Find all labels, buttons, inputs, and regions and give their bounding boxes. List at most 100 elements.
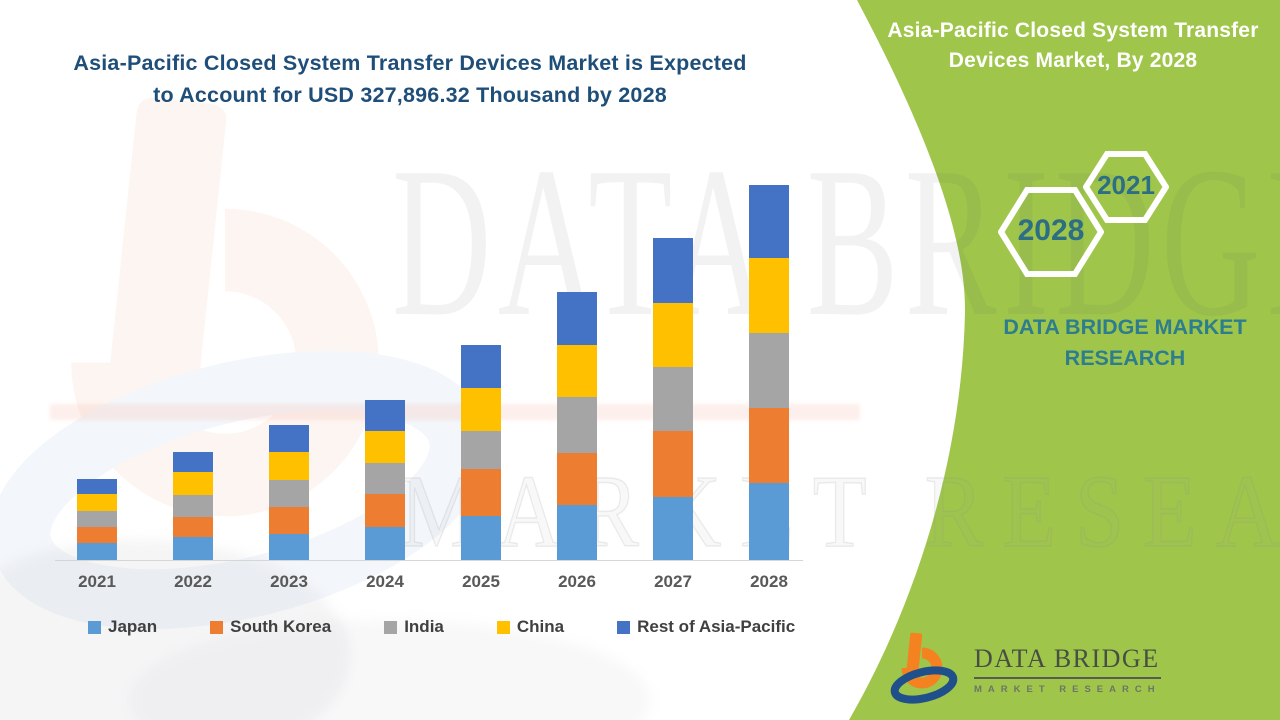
side-panel-title: Asia-Pacific Closed System Transfer Devi…	[880, 16, 1266, 77]
stacked-bar-2021[interactable]	[77, 479, 117, 560]
segment-2021-south-korea[interactable]	[77, 526, 117, 543]
brand-text: DATA BRIDGE MARKET RESEARCH	[988, 312, 1262, 374]
segment-2028-south-korea[interactable]	[749, 408, 789, 483]
segment-2027-rest-of-asia-pacific[interactable]	[653, 238, 693, 303]
bar-column-2027	[625, 180, 721, 560]
bar-column-2024	[337, 180, 433, 560]
segment-2028-china[interactable]	[749, 258, 789, 333]
stacked-bar-2026[interactable]	[557, 291, 597, 560]
legend-label-india: India	[404, 617, 444, 636]
bar-column-2026	[529, 180, 625, 560]
hexagon-2021: 2021	[1082, 150, 1170, 224]
hexagon-2028-label: 2028	[1017, 214, 1085, 247]
legend-swatch-south-korea	[210, 620, 224, 634]
segment-2025-india[interactable]	[461, 431, 501, 470]
company-logo: DATA BRIDGE MARKET RESEARCH	[886, 628, 1161, 710]
segment-2025-japan[interactable]	[461, 516, 501, 560]
x-axis-line	[55, 560, 803, 561]
legend-item-india[interactable]: India	[384, 617, 444, 637]
x-axis-label-2023: 2023	[270, 572, 308, 591]
legend-item-china[interactable]: China	[496, 617, 565, 637]
brand-text-line2: RESEARCH	[1064, 346, 1186, 371]
x-axis-label-2021: 2021	[78, 572, 116, 591]
legend-swatch-china	[496, 620, 510, 634]
page-title-line2: to Account for USD 327,896.32 Thousand b…	[153, 83, 667, 108]
hexagon-outline-icon	[1082, 151, 1170, 223]
segment-2021-japan[interactable]	[77, 542, 117, 560]
stacked-bar-chart	[49, 180, 817, 560]
bar-column-2025	[433, 180, 529, 560]
side-panel-title-line1: Asia-Pacific Closed System Transfer	[887, 19, 1259, 42]
segment-2028-japan[interactable]	[749, 483, 789, 560]
segment-2028-rest-of-asia-pacific[interactable]	[749, 185, 789, 258]
bar-column-2022	[145, 180, 241, 560]
segment-2024-south-korea[interactable]	[365, 494, 405, 527]
segment-2024-india[interactable]	[365, 462, 405, 495]
stacked-bar-2024[interactable]	[365, 399, 405, 560]
legend-label-japan: Japan	[108, 617, 158, 636]
segment-2026-india[interactable]	[557, 397, 597, 453]
segment-2028-india[interactable]	[749, 333, 789, 408]
segment-2024-rest-of-asia-pacific[interactable]	[365, 399, 405, 431]
segment-2027-japan[interactable]	[653, 497, 693, 560]
stacked-bar-2022[interactable]	[173, 452, 213, 560]
segment-2021-rest-of-asia-pacific[interactable]	[77, 479, 117, 494]
legend-swatch-rest-of-asia-pacific	[617, 620, 631, 634]
bar-column-2021	[49, 180, 145, 560]
legend-swatch-japan	[88, 620, 101, 634]
stacked-bar-2023[interactable]	[269, 424, 309, 560]
segment-2023-south-korea[interactable]	[269, 506, 309, 534]
segment-2022-japan[interactable]	[173, 537, 213, 560]
segment-2024-china[interactable]	[365, 430, 405, 463]
segment-2023-china[interactable]	[269, 452, 309, 481]
x-axis-label-2025: 2025	[462, 572, 500, 591]
data-bridge-logo-icon	[890, 632, 958, 704]
segment-2027-south-korea[interactable]	[653, 431, 693, 497]
segment-2022-india[interactable]	[173, 494, 213, 517]
legend-label-china: China	[516, 617, 565, 636]
legend-item-south-korea[interactable]: South Korea	[210, 617, 331, 637]
legend-label-rest-of-asia-pacific: Rest of Asia-Pacific	[637, 617, 796, 636]
segment-2024-japan[interactable]	[365, 526, 405, 560]
segment-2023-rest-of-asia-pacific[interactable]	[269, 424, 309, 453]
segment-2022-south-korea[interactable]	[173, 516, 213, 538]
segment-2027-china[interactable]	[653, 302, 693, 367]
x-axis-label-2022: 2022	[174, 572, 212, 591]
segment-2025-china[interactable]	[461, 388, 501, 432]
x-axis-label-2027: 2027	[654, 572, 692, 591]
segment-2021-india[interactable]	[77, 510, 117, 527]
segment-2025-rest-of-asia-pacific[interactable]	[461, 345, 501, 389]
chart-legend: Japan South Korea India China Rest of Asia-P…	[88, 617, 848, 637]
segment-2026-china[interactable]	[557, 345, 597, 398]
legend-item-japan[interactable]: Japan	[88, 617, 157, 637]
stacked-bar-2025[interactable]	[461, 345, 501, 560]
legend-label-south-korea: South Korea	[230, 617, 332, 636]
stacked-bar-2028[interactable]	[749, 185, 789, 560]
segment-2023-japan[interactable]	[269, 534, 309, 560]
segment-2026-japan[interactable]	[557, 505, 597, 560]
side-panel-title-line2: Devices Market, By 2028	[948, 49, 1198, 73]
segment-2021-china[interactable]	[77, 493, 117, 511]
segment-2022-rest-of-asia-pacific[interactable]	[173, 452, 213, 473]
hexagon-outline-icon	[997, 187, 1105, 277]
stacked-bar-2027[interactable]	[653, 238, 693, 560]
x-axis-labels: 2021 2022 2023 2024 2025 2026 2027 2028	[49, 572, 817, 592]
legend-item-rest-of-asia-pacific[interactable]: Rest of Asia-Pacific	[617, 617, 795, 637]
segment-2022-china[interactable]	[173, 472, 213, 495]
segment-2026-south-korea[interactable]	[557, 452, 597, 505]
segment-2023-india[interactable]	[269, 480, 309, 507]
x-axis-label-2024: 2024	[366, 572, 404, 591]
hexagon-2028: 2028	[997, 186, 1105, 278]
segment-2027-india[interactable]	[653, 367, 693, 431]
legend-swatch-india	[384, 620, 398, 634]
page-title: Asia-Pacific Closed System Transfer Devi…	[60, 47, 760, 112]
segment-2026-rest-of-asia-pacific[interactable]	[557, 291, 597, 346]
segment-2025-south-korea[interactable]	[461, 469, 501, 516]
page-title-line1: Asia-Pacific Closed System Transfer Devi…	[73, 51, 747, 75]
x-axis-label-2026: 2026	[558, 572, 596, 591]
logo-tagline: MARKET RESEARCH	[974, 683, 1161, 695]
bar-column-2023	[241, 180, 337, 560]
x-axis-label-2028: 2028	[750, 572, 788, 591]
